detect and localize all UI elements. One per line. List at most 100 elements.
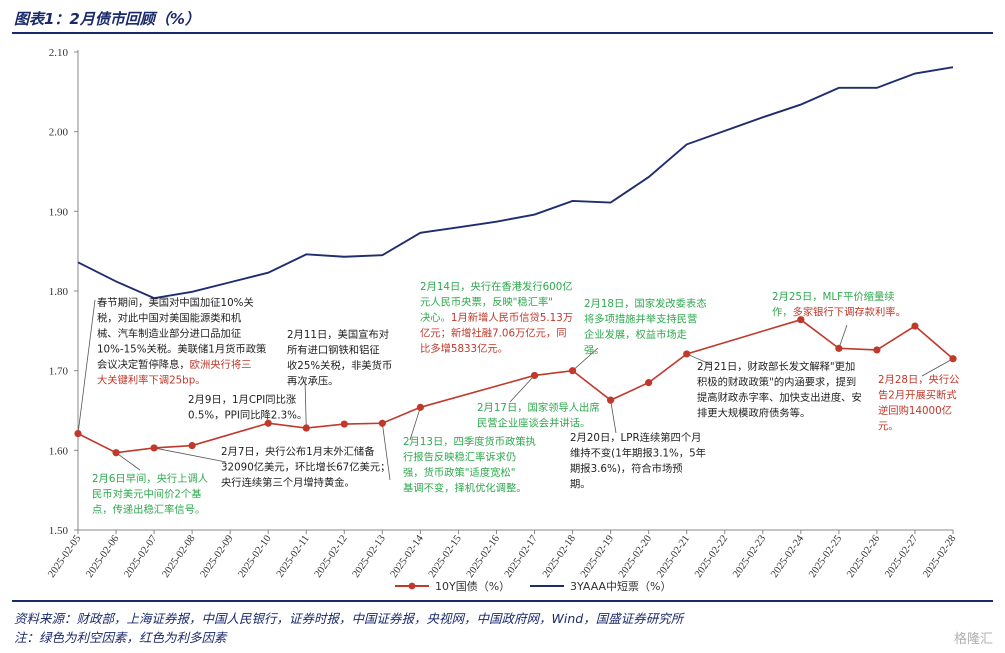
x-tick-label: 2025-02-06 bbox=[84, 533, 121, 579]
data-point bbox=[264, 419, 272, 427]
x-tick-label: 2025-02-26 bbox=[845, 533, 882, 579]
annotation-text: 亿元；新增社融7.06万亿元，同 bbox=[420, 327, 567, 340]
annotation-6: 2月14日，央行在香港发行600亿元人民币央票，反映"稳汇率" 决心。1月新增人民… bbox=[420, 280, 573, 355]
data-point bbox=[645, 379, 653, 387]
annotation-text: 维持不变(1年期报3.1%，5年 bbox=[570, 447, 706, 460]
data-point bbox=[302, 424, 310, 432]
annotation-text: 2月9日，1月CPI同比涨 bbox=[188, 393, 296, 406]
data-point bbox=[911, 322, 919, 330]
legend: 10Y国债（%） 3YAAA中短票（%） bbox=[395, 579, 672, 593]
annotation-text: 1月新增人民币信贷5.13万 bbox=[451, 311, 573, 324]
annotation-text: 0.5%，PPI同比降2.3%。 bbox=[188, 409, 307, 422]
x-tick-label: 2025-02-17 bbox=[503, 533, 540, 579]
annotation-text: 强。 bbox=[584, 345, 605, 357]
data-point bbox=[340, 420, 348, 428]
annotation-text: 2月7日，央行公布1月末外汇储备 bbox=[221, 445, 375, 458]
annotation-7: 2月13日，四季度货币政策执行报告反映稳汇率诉求仍强，货币政策"适度宽松" 基调不… bbox=[403, 435, 536, 495]
annotation-connector bbox=[381, 423, 391, 481]
data-point bbox=[74, 430, 82, 438]
data-point bbox=[530, 371, 539, 380]
data-point bbox=[835, 344, 843, 352]
annotation-text: 企业发展，权益市场走 bbox=[584, 328, 687, 341]
annotation-connector bbox=[115, 452, 141, 471]
data-point bbox=[568, 367, 577, 375]
annotation-text: 再次承压。 bbox=[287, 375, 338, 388]
annotation-text: 民币对美元中间价2个基 bbox=[92, 488, 202, 501]
annotation-text: 大关键利率下调25bp。 bbox=[97, 374, 206, 387]
annotation-text: 税，对此中国对美国能源类和机 bbox=[97, 312, 242, 325]
x-tick-label: 2025-02-28 bbox=[921, 533, 958, 579]
annotation-11: 2月21日，财政部长发文解释"更加积极的财政政策"的内涵要求，提到提高财政赤字率… bbox=[697, 360, 862, 420]
x-tick-label: 2025-02-12 bbox=[313, 533, 350, 579]
annotation-8: 2月17日，国家领导人出席民营企业座谈会并讲话。 bbox=[477, 401, 600, 430]
annotation-text: 将多项措施并举支持民营 bbox=[584, 313, 697, 326]
y-tick-label: 1.50 bbox=[49, 525, 69, 537]
y-tick-label: 1.90 bbox=[49, 206, 69, 218]
y-tick-label: 1.60 bbox=[49, 445, 69, 457]
annotation-text: 2月11日，美国宣布对 bbox=[287, 328, 389, 341]
chart-title: 图表1：2月债市回顾（%） bbox=[14, 10, 200, 28]
annotation-text: 2月18日，国家发改委表态 bbox=[584, 297, 707, 310]
legend-marker bbox=[408, 582, 416, 590]
annotation-text: 积极的财政政策"的内涵要求，提到 bbox=[697, 376, 856, 389]
data-point bbox=[873, 346, 881, 354]
x-tick-label: 2025-02-07 bbox=[122, 533, 159, 579]
annotation-text: 所有进口钢铁和铝征 bbox=[287, 344, 380, 357]
y-tick-label: 1.70 bbox=[49, 366, 69, 378]
x-tick-label: 2025-02-08 bbox=[160, 533, 197, 579]
annotation-text: 元。 bbox=[878, 421, 899, 433]
annotation-text: 基调不变，择机优化调整。 bbox=[403, 482, 527, 495]
data-point bbox=[150, 444, 158, 452]
annotation-text: 2月6日早间，央行上调人 bbox=[92, 472, 208, 485]
data-point bbox=[378, 419, 386, 427]
annotation-text: 民营企业座谈会并讲话。 bbox=[477, 417, 590, 430]
annotation-9: 2月18日，国家发改委表态将多项措施并举支持民营企业发展，权益市场走强。 bbox=[584, 297, 707, 357]
annotation-5: 2月11日，美国宣布对所有进口钢铁和铝征收25%关税，非美货币再次承压。 bbox=[287, 328, 392, 388]
annotation-text: 32090亿美元，环比增长67亿美元； bbox=[221, 461, 390, 474]
x-tick-label: 2025-02-11 bbox=[275, 533, 312, 579]
annotation-10: 2月20日，LPR连续第四个月维持不变(1年期报3.1%，5年期报3.6%)，符… bbox=[570, 431, 706, 491]
annotation-connectors bbox=[77, 299, 954, 481]
annotation-connector bbox=[154, 447, 227, 463]
annotation-text: 2月25日，MLF平价缩量续 bbox=[772, 290, 895, 303]
annotation-text: 2月17日，国家领导人出席 bbox=[477, 401, 600, 414]
y-tick-label: 2.10 bbox=[49, 47, 69, 59]
annotation-13: 2月28日，央行公告2月开展买断式逆回购14000亿元。 bbox=[878, 373, 959, 433]
annotation-text: 收25%关税，非美货币 bbox=[287, 359, 392, 372]
x-tick-label: 2025-02-20 bbox=[617, 533, 654, 579]
annotation-text: 排更大规模政府债务等。 bbox=[697, 407, 810, 420]
annotation-text: 2月28日，央行公 bbox=[878, 373, 959, 386]
x-tick-label: 2025-02-13 bbox=[351, 533, 388, 579]
x-tick-label: 2025-02-23 bbox=[731, 533, 768, 579]
annotation-text: 2月13日，四季度货币政策执 bbox=[403, 435, 536, 448]
annotation-text: 多家银行下调存款利率。 bbox=[793, 306, 906, 319]
bottom-rule bbox=[12, 600, 993, 602]
annotation-2: 2月6日早间，央行上调人民币对美元中间价2个基点，传递出稳汇率信号。 bbox=[92, 472, 208, 516]
data-point bbox=[188, 441, 196, 450]
annotation-text: 10%-15%关税。美联储1月货币政策 bbox=[97, 343, 266, 356]
annotation-text: 元人民币央票，反映"稳汇率" bbox=[420, 296, 553, 309]
watermark: 格隆汇 bbox=[953, 632, 993, 647]
annotation-connector bbox=[610, 400, 617, 434]
x-tick-label: 2025-02-14 bbox=[389, 533, 427, 580]
annotation-connector bbox=[77, 299, 96, 434]
x-tick-label: 2025-02-22 bbox=[693, 533, 730, 579]
x-tick-label: 2025-02-24 bbox=[769, 533, 807, 580]
annotation-3: 2月7日，央行公布1月末外汇储备 32090亿美元，环比增长67亿美元； 央行连续第… bbox=[221, 445, 390, 489]
annotation-text: 欧洲央行将三 bbox=[190, 358, 252, 371]
annotation-connector bbox=[572, 347, 599, 371]
annotation-text: 行报告反映稳汇率诉求仍 bbox=[403, 451, 516, 464]
annotation-4: 2月9日，1月CPI同比涨 0.5%，PPI同比降2.3%。 bbox=[188, 393, 307, 422]
annotation-text: 期报3.6%)，符合市场预 bbox=[570, 462, 683, 475]
x-tick-label: 2025-02-09 bbox=[199, 533, 236, 579]
data-point bbox=[607, 396, 615, 404]
series-markers bbox=[74, 316, 957, 457]
annotation-connector bbox=[509, 375, 535, 403]
x-tick-label: 2025-02-27 bbox=[883, 533, 920, 579]
annotation-text: 强，货币政策"适度宽松" bbox=[403, 466, 515, 479]
annotation-text: 期。 bbox=[570, 479, 591, 491]
annotation-text: 会议决定暂停降息， bbox=[97, 358, 190, 371]
annotation-text: 决心。 bbox=[420, 312, 451, 324]
annotation-connector bbox=[409, 407, 421, 441]
annotation-text: 提高财政赤字率、加快支出进度、安 bbox=[697, 391, 862, 404]
